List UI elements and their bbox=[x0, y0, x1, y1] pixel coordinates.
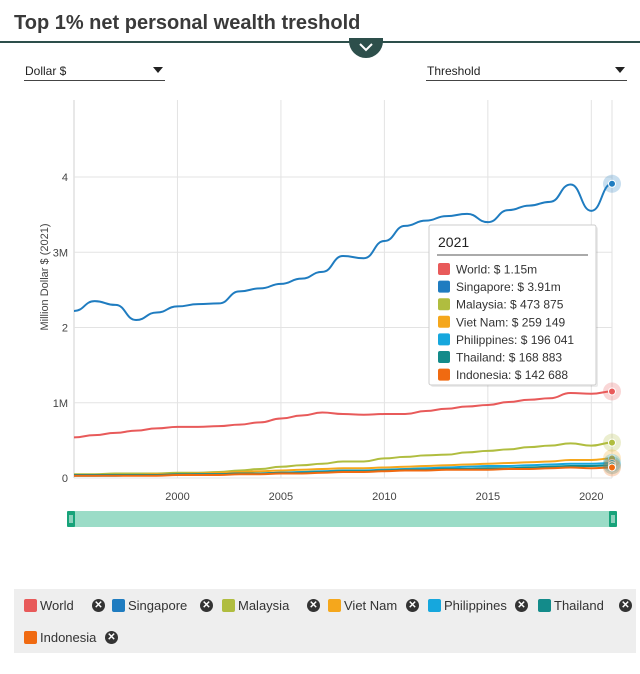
legend-label: Thailand bbox=[554, 598, 604, 613]
close-icon[interactable]: ✕ bbox=[105, 631, 118, 644]
close-icon[interactable]: ✕ bbox=[406, 599, 419, 612]
title-divider bbox=[0, 41, 640, 43]
close-icon[interactable]: ✕ bbox=[619, 599, 632, 612]
legend-label: Malaysia bbox=[238, 598, 290, 613]
close-icon[interactable]: ✕ bbox=[307, 599, 320, 612]
end-markers bbox=[603, 174, 621, 477]
tooltip-swatch bbox=[438, 368, 450, 381]
y-tick-label: 2 bbox=[62, 323, 68, 335]
tooltip-swatch bbox=[438, 263, 450, 275]
legend-swatch bbox=[538, 599, 551, 612]
x-tick-label: 2020 bbox=[579, 491, 603, 503]
range-slider-handle-end[interactable] bbox=[609, 511, 617, 527]
legend-label: Indonesia bbox=[40, 630, 97, 645]
measure-select[interactable]: Threshold bbox=[426, 60, 627, 81]
x-tick-label: 2005 bbox=[269, 491, 293, 503]
legend-swatch bbox=[222, 599, 235, 612]
currency-select[interactable]: Dollar $ bbox=[24, 60, 165, 81]
legend-swatch bbox=[24, 631, 37, 644]
x-tick-label: 2015 bbox=[476, 491, 500, 503]
tooltip-row: World: $ 1.15m bbox=[456, 263, 537, 277]
axes: 2000 2005 2010 2015 2020 0 1M 2 3M 4 Million Dolla… bbox=[39, 172, 604, 503]
series-line-indonesia bbox=[74, 466, 613, 477]
y-tick-label: 3M bbox=[53, 247, 68, 259]
collapse-toggle[interactable] bbox=[349, 38, 383, 58]
end-point-indonesia bbox=[608, 463, 616, 472]
y-tick-label: 4 bbox=[62, 172, 68, 184]
tooltip-title: 2021 bbox=[438, 234, 469, 250]
tooltip-row: Indonesia: $ 142 688 bbox=[456, 368, 568, 382]
tooltip-swatch bbox=[438, 333, 450, 346]
tooltip: 2021 World: $ 1.15m Singapore: $ 3.91m Mala… bbox=[428, 224, 598, 387]
x-tick-label: 2010 bbox=[372, 491, 396, 503]
tooltip-swatch bbox=[438, 351, 450, 363]
caret-down-icon bbox=[153, 67, 163, 73]
legend-swatch bbox=[428, 599, 441, 612]
end-point-singapore bbox=[608, 179, 616, 188]
legend-label: Philippines bbox=[444, 598, 507, 613]
close-icon[interactable]: ✕ bbox=[515, 599, 528, 612]
close-icon[interactable]: ✕ bbox=[200, 599, 213, 612]
y-tick-label: 1M bbox=[53, 398, 68, 410]
legend-label: Viet Nam bbox=[344, 598, 398, 613]
series-lines bbox=[73, 182, 613, 477]
y-tick-label: 0 bbox=[62, 473, 68, 485]
tooltip-swatch bbox=[438, 280, 450, 293]
end-point-world bbox=[608, 387, 616, 396]
range-slider-track bbox=[70, 511, 616, 527]
line-chart: 2000 2005 2010 2015 2020 0 1M 2 3M 4 Million Dolla… bbox=[39, 100, 621, 527]
page-title: Top 1% net personal wealth treshold bbox=[14, 12, 361, 34]
tooltip-row: Malaysia: $ 473 875 bbox=[456, 298, 564, 312]
tooltip-swatch bbox=[438, 315, 450, 328]
caret-down-icon bbox=[615, 67, 625, 73]
range-slider-handle-start[interactable] bbox=[67, 511, 75, 527]
series-line-singapore bbox=[73, 182, 613, 321]
close-icon[interactable]: ✕ bbox=[92, 599, 105, 612]
legend-label: World bbox=[40, 598, 74, 613]
currency-select-value: Dollar $ bbox=[25, 64, 67, 78]
series-line-world bbox=[73, 390, 613, 439]
end-point-malaysia bbox=[608, 438, 616, 447]
tooltip-row: Philippines: $ 196 041 bbox=[456, 333, 574, 347]
measure-select-value: Threshold bbox=[427, 64, 481, 78]
legend-swatch bbox=[112, 599, 125, 612]
tooltip-swatch bbox=[438, 298, 450, 311]
tooltip-box bbox=[428, 224, 597, 386]
tooltip-row: Viet Nam: $ 259 149 bbox=[456, 315, 566, 329]
tooltip-row: Singapore: $ 3.91m bbox=[456, 280, 561, 294]
legend: World ✕ Singapore ✕ Malaysia ✕ Viet Nam ✕ Philip… bbox=[14, 589, 636, 653]
x-tick-label: 2000 bbox=[165, 491, 189, 503]
tooltip-row: Thailand: $ 168 883 bbox=[456, 351, 562, 365]
legend-label: Singapore bbox=[128, 598, 188, 613]
legend-swatch bbox=[328, 599, 341, 612]
range-slider[interactable] bbox=[67, 511, 617, 527]
y-axis-label: Million Dollar $ (2021) bbox=[39, 224, 51, 331]
legend-swatch bbox=[24, 599, 37, 612]
chevron-down-icon bbox=[359, 43, 373, 52]
